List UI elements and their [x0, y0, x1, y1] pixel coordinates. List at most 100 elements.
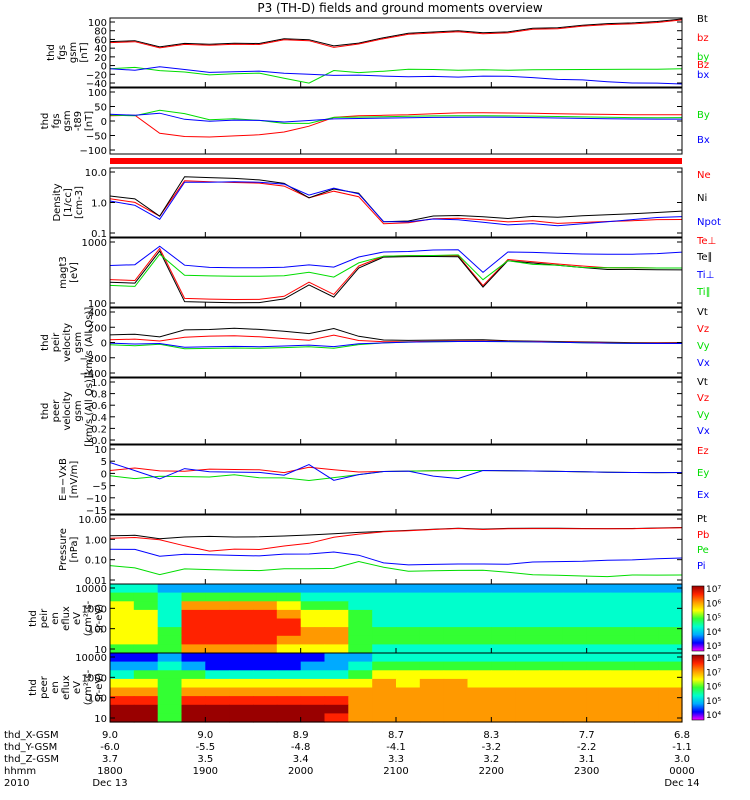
time-cell: 2300 [574, 766, 599, 777]
heat-cell [419, 584, 445, 594]
heat-cell [300, 609, 326, 620]
heat-cell [658, 609, 683, 620]
legend-label: Vz [697, 393, 709, 404]
heat-cell [205, 670, 230, 680]
heat-cell [348, 584, 373, 594]
heat-cell [133, 618, 159, 628]
heat-cell [419, 635, 445, 645]
heat-cell [372, 661, 397, 671]
heat-cell [610, 653, 635, 663]
heat-cell [467, 601, 492, 611]
heat-cell [610, 713, 635, 723]
heat-cell [539, 609, 564, 620]
y-axis-label: en [50, 681, 61, 694]
y-axis-label: thd [40, 334, 51, 351]
legend-label: Vz [697, 324, 709, 335]
heat-cell [110, 678, 135, 689]
colorbar-label: 10⁴ [706, 711, 721, 721]
heat-cell [133, 592, 159, 602]
heat-cell [419, 687, 445, 697]
heat-cell [300, 601, 326, 611]
heat-cell [491, 618, 516, 628]
time-row-label: thd_X-GSM [4, 730, 59, 741]
heat-cell [372, 704, 397, 714]
heat-cell [348, 592, 373, 602]
series-line-Ti∥ [109, 253, 682, 287]
heat-cell [229, 592, 254, 602]
y-axis-label: fgs [57, 45, 68, 60]
time-cell: -1.1 [672, 742, 692, 753]
y-tick-label: 20 [94, 53, 107, 64]
heat-cell [610, 592, 635, 602]
heat-cell [586, 644, 612, 654]
heat-cell [229, 704, 254, 714]
heat-cell [300, 661, 326, 671]
heat-cell [253, 661, 278, 671]
heat-cell [396, 601, 421, 611]
y-tick-label: 10 [94, 714, 107, 725]
heat-cell [229, 601, 254, 611]
heat-cell [658, 618, 683, 628]
heat-cell [610, 670, 635, 680]
y-axis-label: [nT] [84, 111, 95, 131]
heat-cell [205, 635, 230, 645]
heat-cell [467, 584, 492, 594]
series-line-Pe [109, 560, 683, 578]
y-axis-label: [km/s (All Qs)] [84, 307, 95, 379]
heat-cell [419, 670, 445, 680]
heat-cell [658, 713, 683, 723]
heat-cell [133, 609, 159, 620]
heat-cell [348, 653, 373, 663]
heat-cell [324, 670, 349, 680]
heat-cell [300, 644, 326, 654]
y-tick-label: 100 [88, 625, 107, 636]
heat-cell [348, 687, 373, 697]
heat-cell [205, 687, 230, 697]
y-tick-label: 200 [88, 323, 107, 334]
heat-cell [372, 592, 397, 602]
y-axis-label: [km/s (All Qs)] [84, 375, 95, 447]
y-tick-label: −15 [86, 506, 107, 517]
y-tick-label: 100 [88, 694, 107, 705]
heat-cell [443, 609, 469, 620]
heat-cell [133, 661, 159, 671]
heat-cell [491, 713, 516, 723]
heat-cell [396, 609, 421, 620]
heat-cell [181, 713, 206, 723]
heat-cell [515, 609, 540, 620]
heat-cell [157, 584, 183, 594]
heat-cell [133, 627, 159, 637]
heat-cell [253, 670, 278, 680]
panel-frame [109, 444, 683, 515]
heat-cell [205, 609, 230, 620]
heat-cell [443, 687, 469, 697]
y-axis-label: thd [40, 113, 51, 130]
y-tick-label: 10.0 [85, 168, 107, 179]
heat-cell [634, 696, 659, 706]
heat-cell [181, 601, 206, 611]
heat-cell [586, 713, 612, 723]
series-line-by [109, 66, 683, 84]
panel-6: Vt Vz Vy Vx 1.00.80.60.40.20.0 thd peer velocit… [40, 375, 710, 447]
y-tick-label: 1000 [82, 604, 107, 615]
heat-cell [467, 653, 492, 663]
heat-cell [276, 661, 302, 671]
series-line-Ne [109, 180, 683, 225]
heat-cell [372, 584, 397, 594]
heat-cell [229, 687, 254, 697]
legend-label: Vy [697, 341, 710, 352]
time-cell: 3.1 [579, 754, 595, 765]
legend-label: Pt [697, 514, 707, 525]
heat-cell [276, 653, 302, 663]
time-cell: 0000 [669, 766, 694, 777]
heat-cell [110, 661, 135, 671]
y-tick-label: 100 [88, 18, 107, 29]
heat-cell [110, 601, 135, 611]
heat-cell [181, 670, 206, 680]
heat-cell [467, 704, 492, 714]
heat-cell [181, 687, 206, 697]
heat-cell [324, 653, 349, 663]
heat-cell [610, 696, 635, 706]
heat-cell [515, 644, 540, 654]
y-axis-label: -t89 [73, 111, 84, 131]
